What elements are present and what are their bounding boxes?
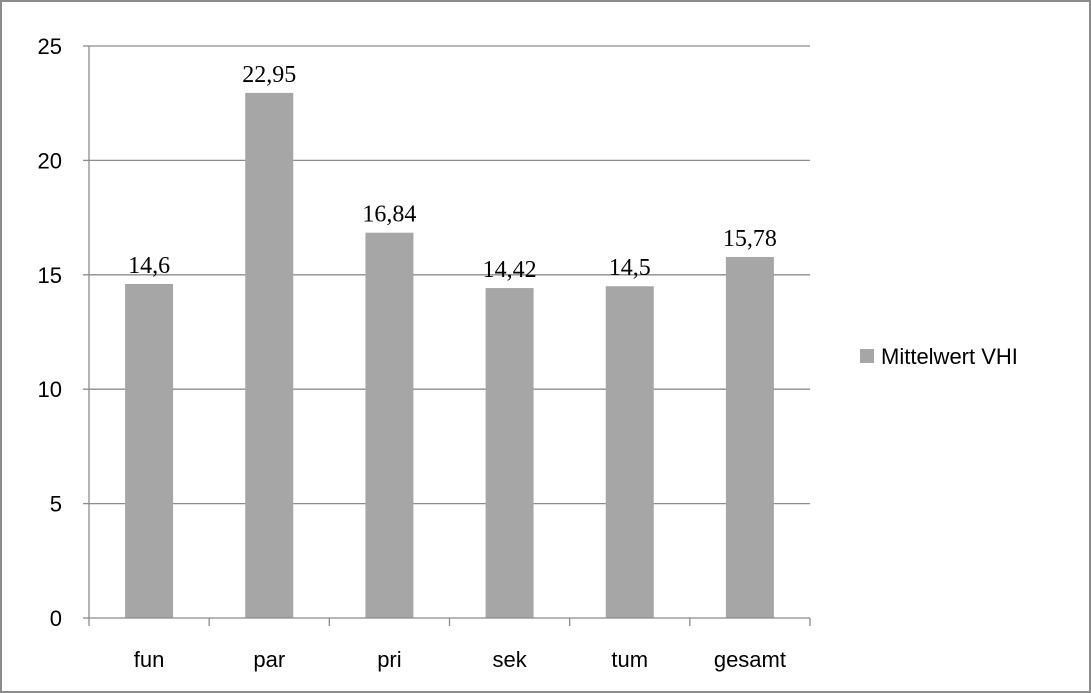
- x-tick-label-par: par: [253, 647, 285, 672]
- data-label-pri: 16,84: [362, 202, 416, 228]
- y-tick-label: 15: [38, 263, 62, 288]
- legend: Mittelwert VHI: [860, 344, 1018, 369]
- x-tick-label-gesamt: gesamt: [714, 647, 786, 672]
- y-tick-label: 5: [50, 492, 62, 517]
- bar-sek: [485, 288, 534, 618]
- data-label-fun: 14,6: [128, 253, 170, 279]
- bar-tum: [605, 286, 654, 618]
- bar-fun: [125, 283, 174, 618]
- data-label-tum: 14,5: [609, 255, 651, 281]
- x-tick-label-sek: sek: [492, 647, 527, 672]
- gridlines: [89, 45, 810, 505]
- bar-pri: [365, 232, 414, 618]
- data-label-gesamt: 15,78: [723, 226, 777, 252]
- x-tick-label-fun: fun: [134, 647, 165, 672]
- x-tick-label-pri: pri: [377, 647, 401, 672]
- axes: 0 5 10 15 20 25 fun par pri sek tum gesamt: [38, 34, 811, 672]
- legend-swatch: [860, 349, 874, 363]
- y-tick-label: 20: [38, 148, 62, 173]
- data-label-par: 22,95: [242, 62, 296, 88]
- legend-label: Mittelwert VHI: [881, 344, 1018, 369]
- data-label-sek: 14,42: [483, 257, 537, 283]
- y-tick-label: 0: [50, 606, 62, 631]
- data-labels: 14,6 22,95 16,84 14,42 14,5 15,78: [128, 62, 777, 283]
- bar-gesamt: [725, 256, 774, 618]
- bars: [125, 92, 774, 619]
- y-tick-label: 25: [38, 34, 62, 59]
- x-tick-label-tum: tum: [611, 647, 648, 672]
- bar-par: [245, 92, 294, 619]
- y-tick-label: 10: [38, 377, 62, 402]
